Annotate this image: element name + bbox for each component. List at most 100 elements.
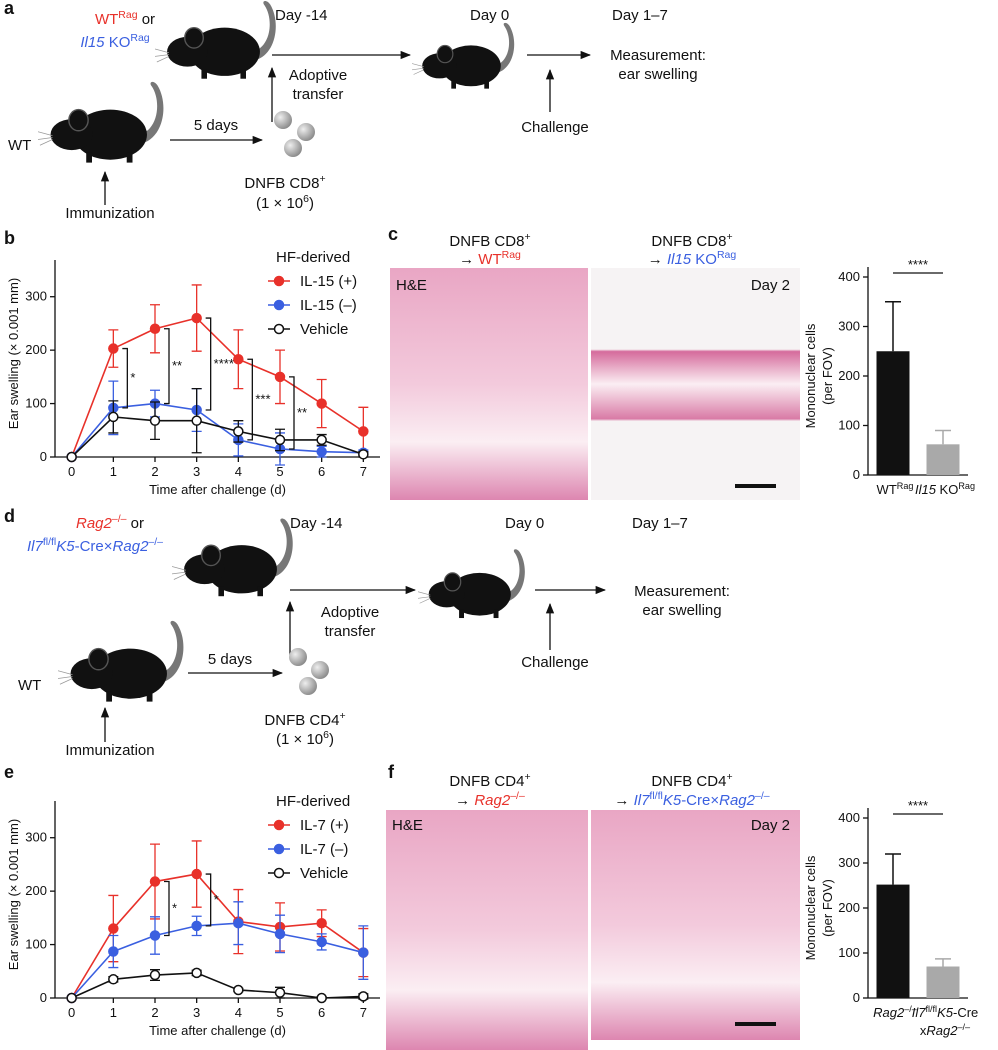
text-run: –/– xyxy=(510,790,525,802)
y-axis-label: Mononuclear cells xyxy=(803,323,818,428)
text-run: DNFB CD8 xyxy=(651,233,726,250)
day: Day 1–7 xyxy=(612,7,668,24)
y-tick-label: 100 xyxy=(25,937,47,952)
legend-label: IL-15 (+) xyxy=(300,273,357,290)
text-run: -Cre× xyxy=(75,538,113,555)
x-tick-label: 3 xyxy=(193,464,200,479)
y-axis-label: Ear swelling (× 0.001 mm) xyxy=(6,819,21,970)
x-tick-label: 2 xyxy=(151,1005,158,1020)
heading: DNFB CD8+ xyxy=(651,231,732,250)
day: Day -14 xyxy=(275,7,328,24)
text-run: –/– xyxy=(755,790,770,802)
x-tick-label: 3 xyxy=(193,1005,200,1020)
marker xyxy=(149,415,161,426)
marker xyxy=(316,936,327,948)
text-run: DNFB CD4 xyxy=(264,712,339,729)
text-run: Il15 xyxy=(915,482,937,497)
text-run: –/– xyxy=(904,1004,918,1014)
text-run: → xyxy=(648,251,667,268)
recipient: Rag2–/– or xyxy=(76,513,144,532)
heading: → Rag2–/– xyxy=(455,790,525,809)
text-run: Rag xyxy=(130,32,149,44)
step: transfer xyxy=(325,623,376,640)
y-tick-label: 300 xyxy=(838,855,860,870)
marker xyxy=(66,451,77,463)
dose: (1 × 106) xyxy=(276,729,334,748)
scheme-a: WTRag or Il15 KORag Day -14 Adoptive tra… xyxy=(8,0,706,222)
y-tick-label: 300 xyxy=(25,289,47,304)
legend-marker xyxy=(273,867,285,879)
text-run: -Cre× xyxy=(681,792,719,809)
text-run: K5 xyxy=(56,538,75,555)
x-tick-label: Il7fl/flK5-Cre xyxy=(912,1004,979,1020)
day: Day 0 xyxy=(470,7,509,24)
cells: DNFB CD4+ xyxy=(264,710,345,729)
marker xyxy=(149,323,161,335)
scheme-d: Rag2–/– or Il7fl/flK5-Cre×Rag2–/– Day -1… xyxy=(18,513,730,759)
heading: DNFB CD4+ xyxy=(651,771,732,790)
panel-label: d xyxy=(4,506,15,526)
histology-f: DNFB CD4+ → Rag2–/– DNFB CD4+ → Il7fl/fl… xyxy=(386,771,800,1050)
text-run: Il15 xyxy=(80,34,105,51)
error-bar xyxy=(935,429,951,445)
text-run: DNFB CD4 xyxy=(651,773,726,790)
text-run: Rag xyxy=(118,9,137,21)
x-tick-label: 7 xyxy=(360,1005,367,1020)
significance-bracket xyxy=(122,347,128,409)
histology-c: DNFB CD8+ → WTRag DNFB CD8+ → Il15 KORag… xyxy=(390,231,800,500)
legend-label: IL-15 (–) xyxy=(300,297,357,314)
recipient: Il7fl/flK5-Cre×Rag2–/– xyxy=(27,536,163,555)
marker xyxy=(274,987,286,998)
recipient: Il15 KORag xyxy=(80,32,149,51)
panel-label: b xyxy=(4,228,15,248)
text-run: fl/fl xyxy=(925,1004,937,1014)
text-run: Rag2 xyxy=(926,1023,958,1038)
text-run: DNFB CD8 xyxy=(449,233,524,250)
significance-bracket xyxy=(205,317,212,411)
text-run: fl/fl xyxy=(43,536,56,548)
legend-label: IL-7 (+) xyxy=(300,817,349,834)
marker xyxy=(274,434,286,446)
step: 5 days xyxy=(208,651,252,668)
text-run: Rag xyxy=(717,249,736,261)
error-bar xyxy=(935,958,951,967)
text-run: K5 xyxy=(937,1005,954,1020)
bar xyxy=(926,444,960,475)
y-tick-label: 200 xyxy=(25,342,47,357)
text-run: KO xyxy=(691,251,717,268)
heading: → WTRag xyxy=(459,249,521,268)
y-axis-label: (per FOV) xyxy=(820,347,835,405)
error-bar xyxy=(885,853,901,885)
text-run: ) xyxy=(329,731,334,748)
y-tick-label: 0 xyxy=(40,990,47,1005)
stain: H&E xyxy=(396,277,427,294)
x-tick-label: Rag2–/– xyxy=(873,1004,918,1020)
text-run: + xyxy=(524,771,530,783)
day: Day 1–7 xyxy=(632,515,688,532)
text-run: Rag2 xyxy=(873,1005,905,1020)
x-axis-label: Time after challenge (d) xyxy=(149,1023,286,1038)
marker xyxy=(66,992,77,1004)
x-tick-label: 5 xyxy=(276,1005,283,1020)
y-tick-label: 200 xyxy=(838,900,860,915)
marker xyxy=(191,415,202,426)
text-run: Rag2 xyxy=(113,538,150,555)
text-run: KO xyxy=(105,34,131,51)
step: Challenge xyxy=(521,654,589,671)
step: Measurement: xyxy=(634,583,730,600)
x-tick-label: 6 xyxy=(318,464,325,479)
text-run: WT xyxy=(478,251,501,268)
significance: * xyxy=(214,892,219,907)
x-tick-label: 1 xyxy=(110,464,117,479)
heading: DNFB CD8+ xyxy=(449,231,530,250)
significance-bracket xyxy=(164,880,170,937)
text-run: 6 xyxy=(323,729,329,741)
significance-bracket xyxy=(289,376,295,450)
significance: ** xyxy=(297,405,307,420)
y-axis-label: Ear swelling (× 0.001 mm) xyxy=(6,278,21,429)
text-run: Il7 xyxy=(912,1005,927,1020)
significance: ** xyxy=(172,358,182,373)
legend-marker xyxy=(273,323,285,335)
y-tick-label: 100 xyxy=(25,396,47,411)
text-run: → xyxy=(459,251,478,268)
